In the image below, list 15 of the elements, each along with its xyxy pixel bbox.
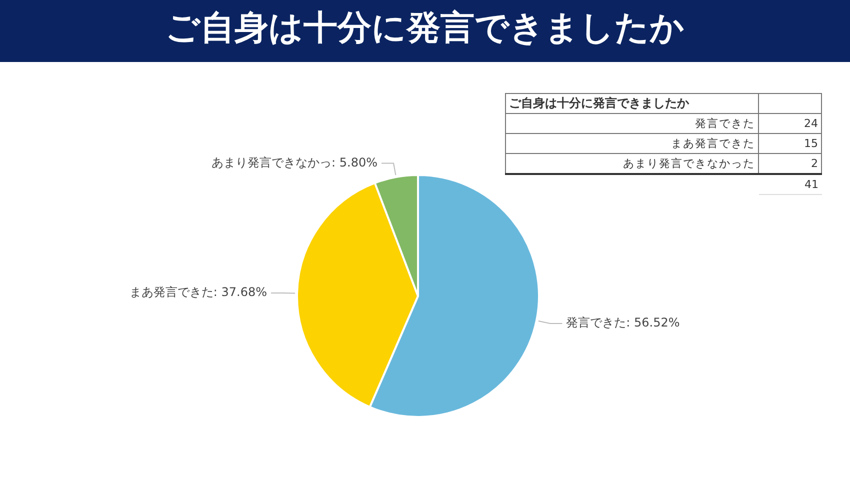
slice-label: 発言できた [566, 316, 626, 330]
text: まあ発言できた [506, 134, 758, 154]
slice-label: まあ発言できた [129, 285, 214, 300]
chart-title: ご自身は十分に発言できましたか [0, 0, 850, 62]
data-label: : 56.52% [626, 316, 680, 330]
data-label: : 5.80% [332, 155, 378, 170]
text: 41 [758, 174, 822, 194]
text: あまり発言できなかった [506, 154, 758, 174]
text: 発言できた [506, 114, 758, 134]
text: 2 [758, 154, 822, 174]
slice-label: あまり発言できなかっ [212, 155, 332, 170]
text: 24 [758, 114, 822, 134]
data-label: : 37.68% [213, 285, 268, 300]
text: ご自身は十分に発言できましたか [506, 94, 758, 114]
text: 15 [758, 134, 822, 154]
